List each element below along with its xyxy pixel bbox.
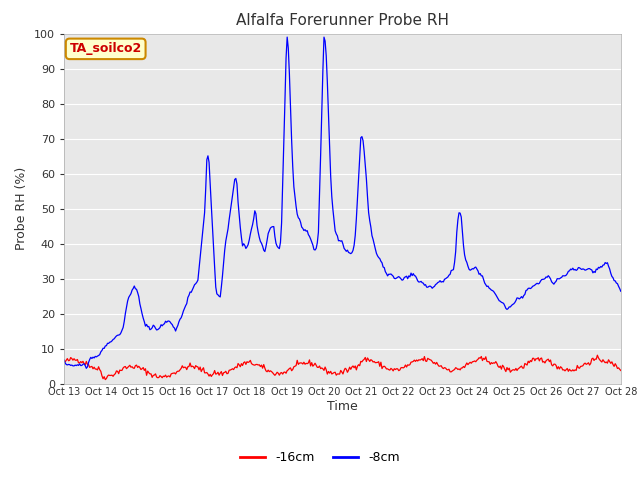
Title: Alfalfa Forerunner Probe RH: Alfalfa Forerunner Probe RH bbox=[236, 13, 449, 28]
Y-axis label: Probe RH (%): Probe RH (%) bbox=[15, 167, 28, 251]
-8cm bbox=[83, 365, 90, 371]
-8cm bbox=[606, 266, 614, 272]
Line: -16cm: -16cm bbox=[64, 355, 621, 380]
-8cm bbox=[330, 217, 338, 223]
X-axis label: Time: Time bbox=[327, 399, 358, 412]
-16cm bbox=[326, 370, 333, 376]
-16cm bbox=[329, 371, 337, 376]
-16cm bbox=[617, 368, 625, 373]
-8cm bbox=[284, 34, 291, 40]
-16cm bbox=[362, 359, 370, 364]
-16cm bbox=[518, 363, 525, 369]
-16cm bbox=[102, 377, 109, 383]
-8cm bbox=[364, 194, 371, 200]
Text: TA_soilco2: TA_soilco2 bbox=[70, 42, 142, 55]
-16cm bbox=[393, 366, 401, 372]
-8cm bbox=[519, 295, 527, 301]
Line: -8cm: -8cm bbox=[64, 37, 621, 368]
-8cm bbox=[617, 288, 625, 294]
-8cm bbox=[394, 275, 401, 280]
-8cm bbox=[60, 357, 68, 363]
-8cm bbox=[327, 173, 335, 179]
Legend: -16cm, -8cm: -16cm, -8cm bbox=[235, 446, 405, 469]
-16cm bbox=[593, 352, 601, 358]
-16cm bbox=[60, 359, 68, 364]
-16cm bbox=[606, 359, 614, 364]
